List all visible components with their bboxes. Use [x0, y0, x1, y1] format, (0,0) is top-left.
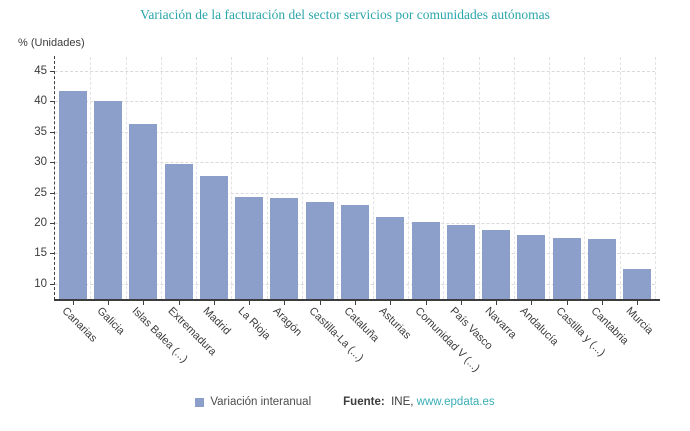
- x-tick-mark: [143, 301, 145, 305]
- y-axis-tick-label: 30: [34, 156, 47, 169]
- x-axis-tick-label: La Rioja: [235, 305, 273, 343]
- h-gridline: [55, 192, 655, 194]
- bar-andaluc-a[interactable]: [517, 234, 546, 299]
- v-gridline: [549, 57, 551, 299]
- x-axis-tick-label: Aragón: [270, 305, 305, 339]
- x-axis-line: [54, 299, 660, 301]
- h-gridline: [55, 70, 655, 72]
- y-axis-tick-label: 20: [34, 216, 47, 229]
- x-axis-tick-label: Murcia: [623, 305, 656, 337]
- x-axis-tick-label: Galicia: [94, 305, 127, 338]
- v-gridline: [196, 57, 198, 299]
- x-tick-mark: [355, 301, 356, 305]
- y-axis-unit-label: % (Unidades): [18, 37, 85, 49]
- bar-navarra[interactable]: [482, 230, 511, 299]
- bar-arag-n[interactable]: [270, 198, 299, 299]
- bar-la-rioja[interactable]: [235, 197, 264, 299]
- v-gridline: [337, 57, 339, 299]
- chart-title: Variación de la facturación del sector s…: [140, 7, 550, 22]
- legend-label: Variación interanual: [210, 396, 312, 408]
- bar-catalu-a[interactable]: [341, 205, 369, 299]
- x-tick-mark: [496, 301, 498, 305]
- bar-pa-s-vasco[interactable]: [446, 224, 475, 299]
- source-link[interactable]: www.epdata.es: [416, 396, 495, 408]
- x-tick-mark: [637, 301, 639, 305]
- x-axis-tick-label: Navarra: [482, 305, 519, 342]
- bar-islas-balea[interactable]: [129, 124, 158, 299]
- x-tick-mark: [390, 301, 392, 305]
- x-axis-tick-label: Asturias: [376, 305, 414, 342]
- bar-extremadura[interactable]: [164, 164, 193, 299]
- y-axis-line: [54, 56, 55, 300]
- x-tick-mark: [602, 301, 604, 305]
- x-axis-tick-label: Madrid: [200, 305, 233, 338]
- source-label: Fuente:: [343, 396, 385, 408]
- plot-area: [55, 57, 656, 299]
- bar-murcia[interactable]: [623, 268, 652, 299]
- legend-swatch-icon: [195, 397, 205, 407]
- x-tick-mark: [531, 301, 533, 305]
- x-tick-mark: [72, 301, 74, 305]
- x-axis-tick-label: Comunidad V (...): [412, 305, 482, 375]
- legend-item-variacion-interanual[interactable]: Variación interanual: [195, 396, 311, 408]
- v-gridline: [372, 57, 374, 299]
- y-axis-tick-label: 15: [34, 247, 47, 260]
- y-axis-tick-label: 45: [34, 64, 47, 77]
- x-tick-mark: [213, 301, 215, 305]
- h-gridline: [55, 131, 655, 133]
- y-tick-mark: [50, 162, 55, 164]
- v-gridline: [160, 57, 162, 299]
- h-gridline: [55, 162, 655, 164]
- y-tick-mark: [50, 192, 55, 194]
- y-axis-tick-label: 35: [34, 125, 47, 138]
- y-tick-mark: [50, 283, 55, 285]
- x-tick-mark: [249, 301, 251, 305]
- v-gridline: [231, 57, 233, 299]
- x-tick-mark: [178, 301, 180, 305]
- bar-canarias[interactable]: [58, 91, 87, 299]
- v-gridline: [407, 57, 409, 299]
- bar-madrid[interactable]: [199, 175, 228, 299]
- x-tick-mark: [284, 301, 286, 305]
- bar-asturias[interactable]: [376, 216, 405, 299]
- y-tick-mark: [50, 131, 55, 133]
- bar-cantabria[interactable]: [588, 238, 617, 299]
- v-gridline: [443, 57, 445, 299]
- y-axis-tick-label: 25: [34, 186, 47, 199]
- bar-comunidad-v[interactable]: [411, 222, 440, 299]
- v-gridline: [478, 57, 480, 299]
- source-org: INE,: [391, 396, 414, 408]
- v-gridline: [513, 57, 515, 299]
- x-tick-mark: [319, 301, 321, 305]
- source-note: Fuente: INE, www.epdata.es: [343, 396, 495, 408]
- bar-galicia[interactable]: [93, 101, 122, 299]
- v-gridline: [302, 57, 304, 299]
- x-axis-tick-label: Canarias: [59, 305, 99, 345]
- y-axis-tick-label: 10: [34, 277, 47, 290]
- v-gridline: [125, 57, 127, 299]
- y-tick-mark: [50, 222, 55, 224]
- v-gridline: [90, 57, 92, 299]
- y-axis-tick-label: 40: [34, 95, 47, 108]
- bar-castilla-y[interactable]: [552, 237, 581, 299]
- v-gridline: [266, 57, 268, 299]
- y-tick-mark: [50, 70, 55, 72]
- v-gridline: [619, 57, 621, 299]
- v-gridline: [655, 57, 656, 299]
- x-tick-mark: [425, 301, 427, 305]
- y-tick-mark: [50, 253, 55, 255]
- x-tick-mark: [107, 301, 109, 305]
- h-gridline: [55, 101, 655, 103]
- x-tick-mark: [566, 301, 568, 305]
- legend-row: Variación interanual Fuente: INE, www.ep…: [0, 396, 690, 408]
- v-gridline: [584, 57, 586, 299]
- y-tick-mark: [50, 101, 55, 103]
- x-tick-mark: [460, 301, 462, 305]
- bar-castilla-la[interactable]: [305, 201, 334, 299]
